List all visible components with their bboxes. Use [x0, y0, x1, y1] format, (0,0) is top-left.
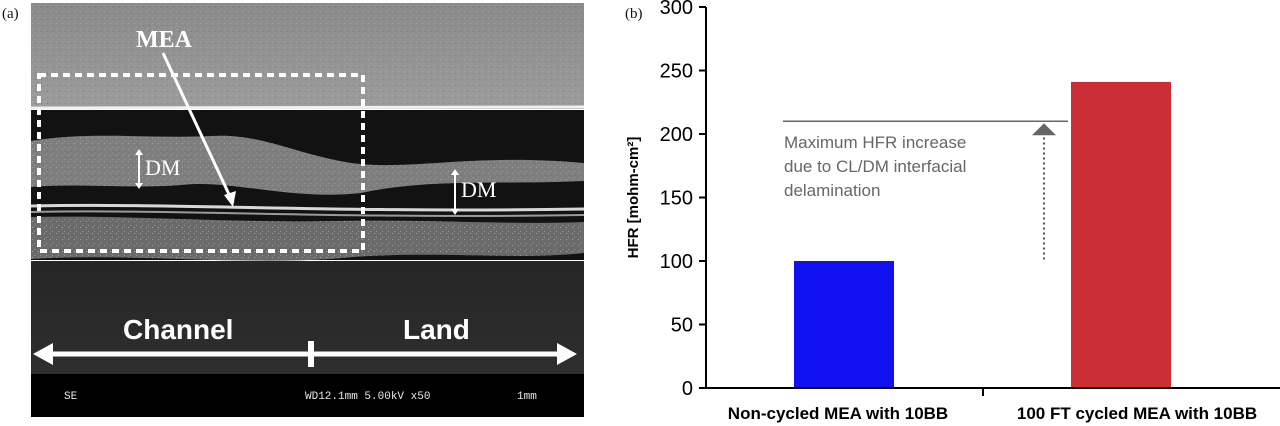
increase-arrowhead — [1032, 123, 1056, 136]
sem-mode: SE — [64, 391, 78, 403]
mea-label: MEA — [136, 27, 193, 53]
y-axis-title: HFR [mohm-cm²] — [625, 137, 642, 259]
mea-pointer-arrow — [161, 52, 235, 204]
bar-1 — [794, 261, 894, 388]
panel-a-label: (a) — [2, 6, 19, 22]
y-tick-label-100: 100 — [660, 251, 693, 273]
region-box — [37, 73, 365, 253]
sem-settings: WD12.1mm 5.00kV x50 — [305, 391, 430, 403]
dm-right-label: DM — [461, 177, 496, 202]
category-label-1: Non-cycled MEA with 10BB — [728, 404, 948, 423]
mea-membrane — [31, 203, 584, 212]
y-tick-label-300: 300 — [660, 0, 693, 19]
y-tick-label-0: 0 — [682, 378, 693, 400]
y-tick-label-150: 150 — [660, 188, 693, 210]
bar-2 — [1071, 81, 1171, 389]
land-label: Land — [403, 314, 470, 345]
sem-info-bar — [31, 374, 584, 417]
annotation-line-3: delamination — [784, 181, 880, 200]
hfr-bar-chart: 0 50 100 150 200 250 300 HFR [mohm-cm²] Non-cycl… — [625, 0, 1280, 423]
y-tick-label-50: 50 — [671, 315, 693, 337]
sem-scale: 1mm — [517, 391, 537, 403]
annotation-line-1: Maximum HFR increase — [784, 133, 966, 152]
y-tick-label-200: 200 — [660, 124, 693, 146]
panel-b-label: (b) — [625, 6, 643, 22]
sem-micrograph: MEA DM DM Channel Land SE WD12.1mm 5.00k… — [31, 3, 584, 417]
annotation-line-2: due to CL/DM interfacial — [784, 157, 966, 176]
dm-left-label: DM — [145, 155, 180, 180]
channel-label: Channel — [123, 314, 233, 345]
category-label-2: 100 FT cycled MEA with 10BB — [1017, 404, 1257, 423]
y-tick-label-250: 250 — [660, 61, 693, 83]
